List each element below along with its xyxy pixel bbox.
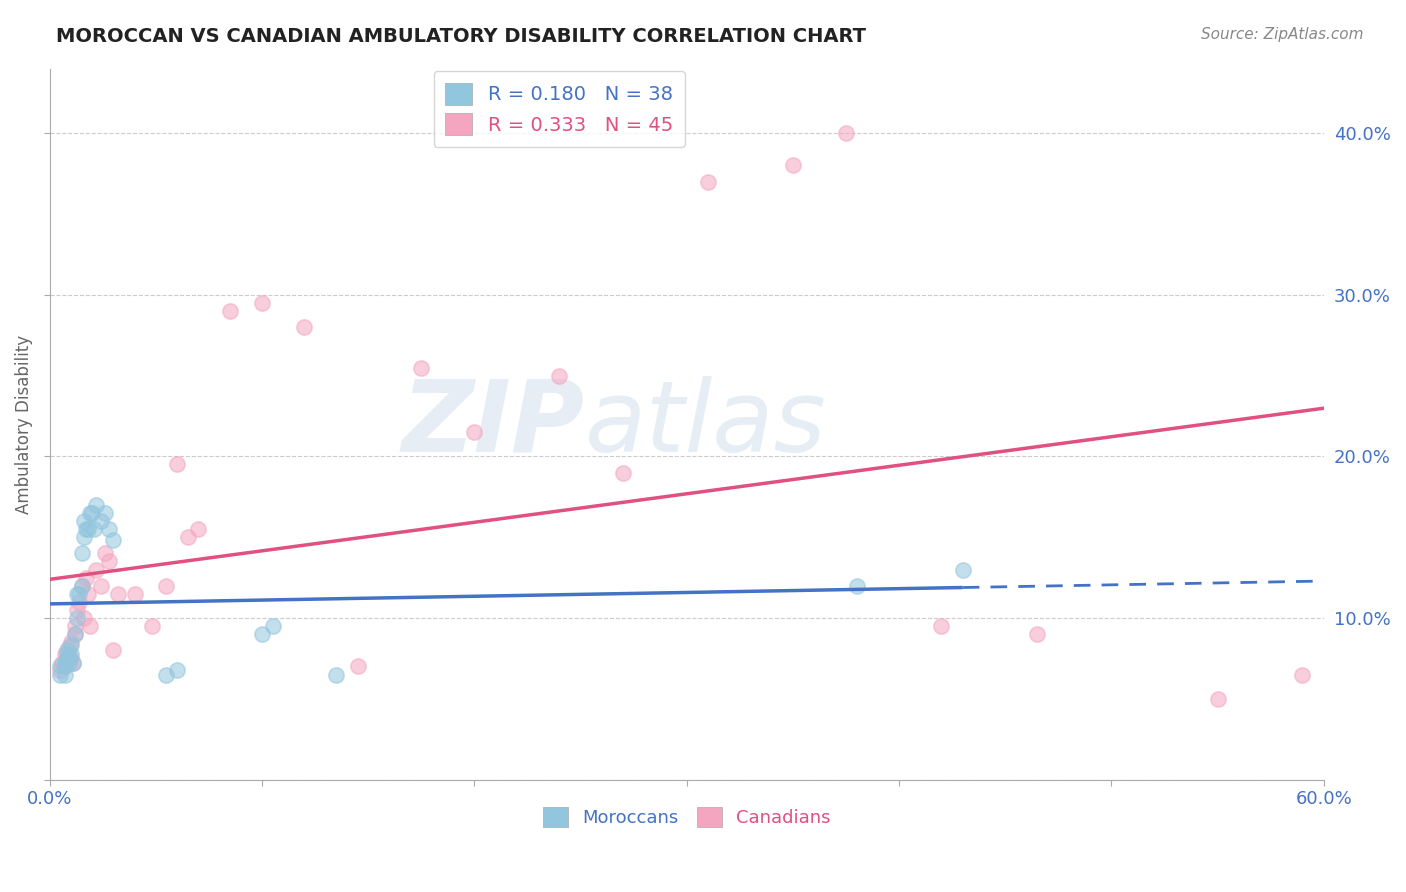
- Text: atlas: atlas: [585, 376, 827, 473]
- Point: [49, 667, 72, 681]
- Point: [294, 320, 316, 334]
- Point: [72, 530, 94, 544]
- Point: [55, 651, 77, 665]
- Point: [59, 647, 82, 661]
- Point: [53, 659, 76, 673]
- Point: [176, 530, 198, 544]
- Point: [63, 619, 86, 633]
- Point: [250, 627, 273, 641]
- Point: [166, 663, 188, 677]
- Point: [79, 619, 101, 633]
- Point: [548, 368, 571, 383]
- Legend: Moroccans, Canadians: Moroccans, Canadians: [536, 799, 838, 835]
- Y-axis label: Ambulatory Disability: Ambulatory Disability: [15, 334, 32, 514]
- Point: [67, 595, 90, 609]
- Point: [782, 159, 804, 173]
- Point: [70, 546, 93, 560]
- Point: [697, 175, 720, 189]
- Point: [75, 522, 97, 536]
- Point: [952, 562, 974, 576]
- Point: [166, 458, 188, 472]
- Point: [72, 611, 94, 625]
- Point: [63, 627, 86, 641]
- Point: [58, 649, 80, 664]
- Point: [63, 627, 86, 641]
- Point: [83, 522, 105, 536]
- Point: [155, 579, 177, 593]
- Point: [82, 506, 104, 520]
- Point: [262, 619, 284, 633]
- Text: Source: ZipAtlas.com: Source: ZipAtlas.com: [1201, 27, 1364, 42]
- Point: [155, 667, 177, 681]
- Point: [53, 667, 76, 681]
- Point: [86, 498, 108, 512]
- Point: [59, 635, 82, 649]
- Point: [98, 522, 121, 536]
- Point: [62, 657, 84, 671]
- Point: [62, 657, 84, 671]
- Point: [72, 514, 94, 528]
- Point: [59, 639, 82, 653]
- Point: [219, 304, 242, 318]
- Point: [77, 522, 100, 536]
- Point: [66, 611, 89, 625]
- Point: [53, 659, 76, 673]
- Point: [845, 579, 868, 593]
- Point: [107, 587, 129, 601]
- Point: [67, 587, 90, 601]
- Point: [325, 667, 347, 681]
- Point: [411, 360, 433, 375]
- Point: [53, 647, 76, 661]
- Point: [90, 579, 112, 593]
- Point: [124, 587, 146, 601]
- Text: MOROCCAN VS CANADIAN AMBULATORY DISABILITY CORRELATION CHART: MOROCCAN VS CANADIAN AMBULATORY DISABILI…: [56, 27, 866, 45]
- Point: [612, 466, 634, 480]
- Point: [55, 651, 77, 665]
- Point: [58, 640, 80, 654]
- Point: [1291, 667, 1313, 681]
- Point: [141, 619, 163, 633]
- Point: [53, 657, 76, 671]
- Point: [70, 579, 93, 593]
- Point: [187, 522, 209, 536]
- Point: [90, 514, 112, 528]
- Point: [835, 126, 858, 140]
- Point: [463, 425, 485, 439]
- Point: [1206, 691, 1229, 706]
- Point: [70, 579, 93, 593]
- Point: [94, 506, 117, 520]
- Point: [66, 587, 89, 601]
- Point: [79, 506, 101, 520]
- Point: [77, 587, 100, 601]
- Point: [86, 562, 108, 576]
- Text: ZIP: ZIP: [402, 376, 585, 473]
- Point: [59, 651, 82, 665]
- Point: [103, 643, 125, 657]
- Point: [55, 643, 77, 657]
- Point: [1026, 627, 1049, 641]
- Point: [51, 657, 73, 671]
- Point: [98, 554, 121, 568]
- Point: [66, 603, 89, 617]
- Point: [346, 659, 368, 673]
- Point: [49, 659, 72, 673]
- Point: [931, 619, 953, 633]
- Point: [103, 533, 125, 548]
- Point: [58, 657, 80, 671]
- Point: [94, 546, 117, 560]
- Point: [55, 647, 77, 661]
- Point: [250, 296, 273, 310]
- Point: [49, 663, 72, 677]
- Point: [75, 571, 97, 585]
